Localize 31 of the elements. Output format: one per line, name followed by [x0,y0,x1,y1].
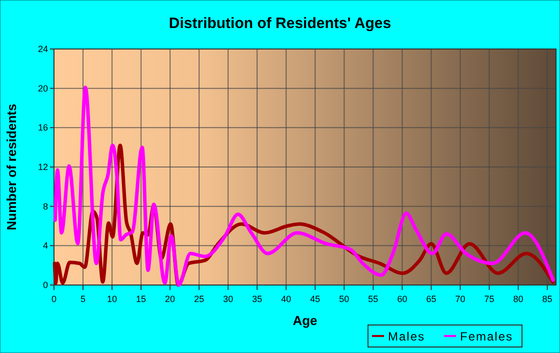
y-tick-label: 12 [38,162,48,172]
x-tick-label: 85 [542,294,552,304]
x-tick-label: 20 [165,294,176,304]
x-tick-label: 50 [339,294,350,304]
x-tick-label: 10 [107,294,118,304]
x-tick-label: 75 [484,294,494,304]
y-tick-label: 4 [42,240,48,251]
x-tick-label: 65 [426,294,436,304]
legend-label: Females [460,330,514,344]
y-tick-label: 20 [38,83,48,94]
x-tick-label: 30 [223,294,234,304]
x-tick-label: 45 [310,294,320,304]
line-series [53,86,555,287]
x-tick-label: 40 [281,294,292,304]
x-tick-label: 0 [51,294,57,304]
x-tick-label: 25 [194,294,204,304]
x-axis-title: Age [292,313,318,328]
x-tick-label: 70 [455,294,466,304]
y-tick-label: 0 [42,280,48,290]
y-tick-label: 8 [42,201,48,212]
x-tick-label: 5 [80,294,86,304]
x-tick-label: 60 [397,294,408,304]
x-tick-label: 80 [513,294,524,304]
y-tick-label: 24 [38,44,48,54]
y-tick-label: 16 [38,122,48,133]
x-tick-label: 15 [136,294,146,304]
x-tick-label: 55 [368,294,378,304]
y-axis-title: Number of residents [4,104,19,230]
chart-title: Distribution of Residents' Ages [168,15,392,32]
legend-label: Males [388,330,426,344]
x-tick-label: 35 [252,294,262,304]
